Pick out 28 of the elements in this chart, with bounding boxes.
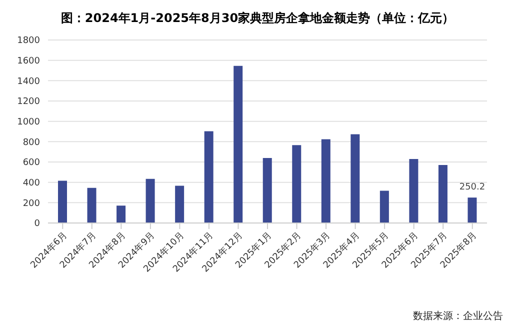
chart-title: 图：2024年1月-2025年8月30家典型房企拿地金额走势（单位：亿元） bbox=[60, 10, 456, 27]
y-tick-label: 800 bbox=[22, 138, 40, 148]
bar bbox=[438, 164, 448, 223]
y-tick-label: 600 bbox=[22, 158, 40, 168]
source-note: 数据来源：企业公告 bbox=[413, 310, 503, 323]
bar bbox=[58, 180, 67, 223]
y-tick-label: 1200 bbox=[17, 97, 40, 108]
bar bbox=[292, 145, 302, 223]
y-tick-label: 400 bbox=[22, 178, 40, 189]
y-tick-label: 0 bbox=[34, 219, 40, 230]
y-tick-label: 1600 bbox=[17, 56, 40, 67]
y-tick-label: 1400 bbox=[17, 76, 40, 87]
bar bbox=[116, 206, 126, 223]
bar bbox=[380, 190, 389, 223]
bar bbox=[350, 134, 360, 223]
bar bbox=[321, 139, 330, 223]
y-tick-label: 1800 bbox=[17, 36, 40, 46]
bar bbox=[234, 66, 243, 223]
bar bbox=[175, 186, 184, 223]
bar bbox=[87, 188, 96, 223]
y-tick-label: 200 bbox=[22, 198, 40, 209]
data-label: 250.2 bbox=[459, 182, 486, 193]
y-tick-label: 1000 bbox=[17, 118, 40, 128]
bar bbox=[262, 158, 272, 223]
bar bbox=[468, 198, 477, 223]
bar bbox=[409, 159, 418, 223]
bar bbox=[146, 178, 155, 223]
bar bbox=[204, 131, 214, 223]
